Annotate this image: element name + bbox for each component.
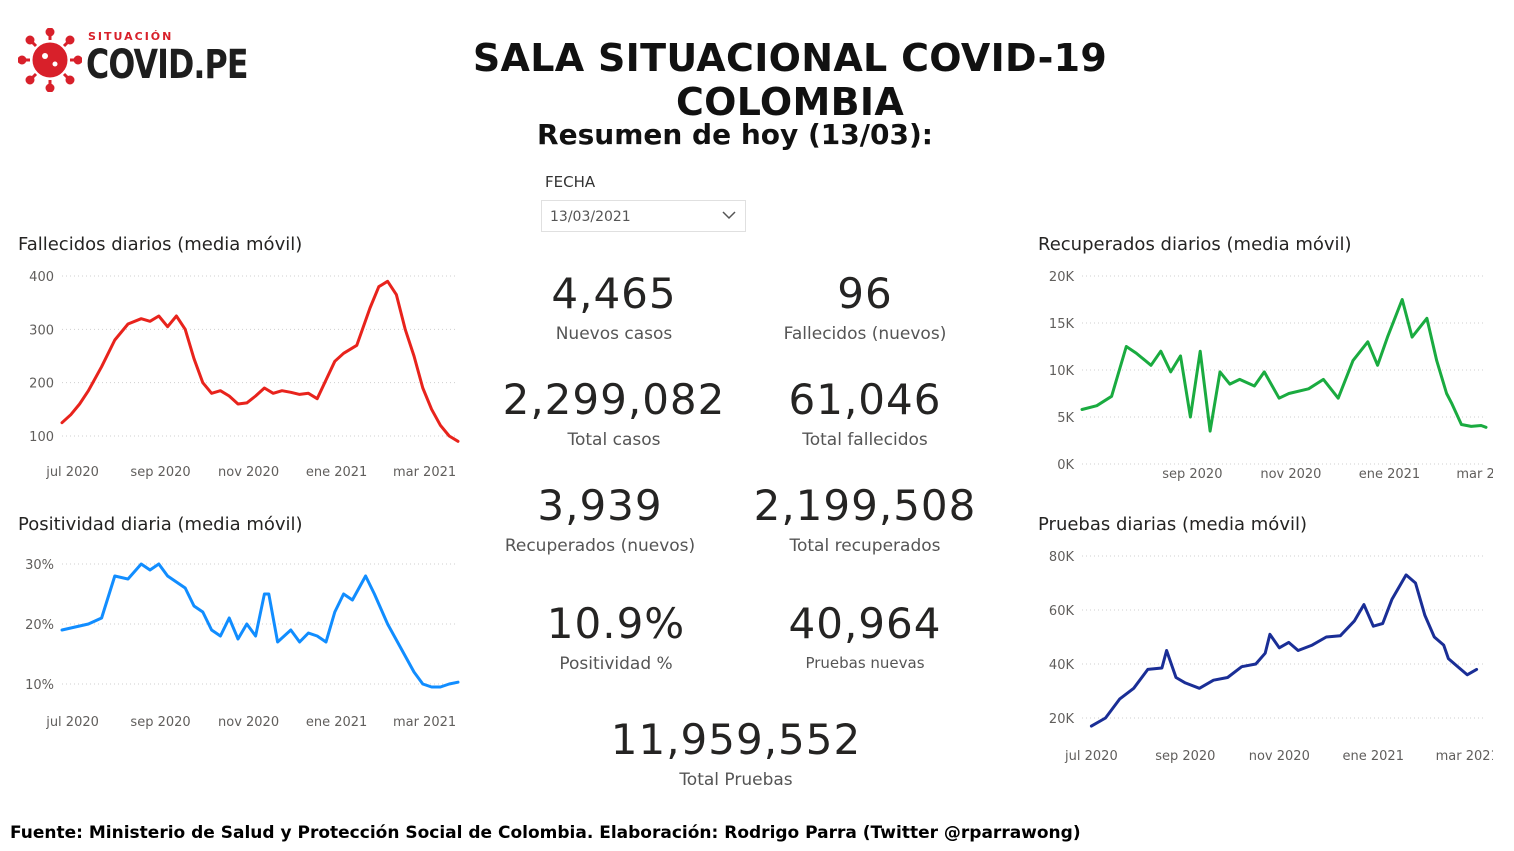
y-tick-label: 60K: [1049, 604, 1075, 619]
x-tick-label: sep 2020: [1162, 467, 1222, 482]
logo-wordmark: COVID.PE: [86, 42, 249, 88]
y-tick-label: 20%: [25, 618, 54, 633]
series-line: [60, 279, 460, 443]
chart-fallecidos[interactable]: Fallecidos diarios (media móvil) 100 200 3…: [18, 234, 468, 494]
chart-svg: 0K 5K 10K 15K 20K sep 2020 nov 2020 ene 2021 mar…: [1049, 270, 1493, 482]
kpi-value: 96: [837, 269, 893, 318]
kpi-total-fallecidos: 61,046 Total fallecidos: [735, 375, 995, 451]
x-tick-label: ene 2021: [1359, 467, 1420, 482]
x-tick-label: sep 2020: [1155, 749, 1215, 764]
series-line: [1089, 573, 1479, 728]
x-tick-label: ene 2021: [306, 715, 367, 730]
chart-title: Recuperados diarios (media móvil): [1038, 234, 1352, 255]
y-tick-label: 15K: [1049, 317, 1075, 332]
kpi-fallecidos-nuevos: 96 Fallecidos (nuevos): [735, 269, 995, 345]
y-tick-label: 0K: [1057, 458, 1074, 473]
kpi-total-recuperados: 2,199,508 Total recuperados: [735, 481, 995, 557]
kpi-label: Nuevos casos: [555, 324, 673, 344]
y-tick-label: 20K: [1049, 270, 1075, 285]
kpi-value: 2,299,082: [502, 375, 726, 424]
y-tick-label: 400: [29, 270, 54, 285]
chart-svg: 10% 20% 30% jul 2020 sep 2020 nov 2020 ene 202…: [25, 558, 460, 730]
x-tick-label: jul 2020: [45, 715, 99, 730]
x-tick-label: mar 2021: [1436, 749, 1493, 764]
chevron-down-icon: [722, 211, 736, 220]
kpi-label: Total fallecidos: [802, 430, 928, 450]
x-tick-label: nov 2020: [1260, 467, 1321, 482]
kpi-label: Fallecidos (nuevos): [783, 324, 947, 344]
y-tick-label: 300: [29, 323, 54, 338]
kpi-label: Total recuperados: [789, 536, 941, 556]
kpi-value: 11,959,552: [610, 715, 862, 764]
y-tick-label: 10%: [25, 678, 54, 693]
y-tick-label: 30%: [25, 558, 54, 573]
kpi-total-casos: 2,299,082 Total casos: [484, 375, 744, 451]
kpi-value: 3,939: [537, 481, 663, 530]
y-tick-label: 10K: [1049, 364, 1075, 379]
kpi-positividad: 10.9% Positividad %: [486, 599, 746, 675]
chart-pruebas[interactable]: Pruebas diarias (media móvil) 20K 40K 60K 8…: [1038, 514, 1493, 774]
chart-svg: 20K 40K 60K 80K jul 2020 sep 2020 nov 2020 ene …: [1049, 550, 1493, 764]
kpi-label: Pruebas nuevas: [805, 654, 925, 672]
kpi-recuperados-nuevos: 3,939 Recuperados (nuevos): [470, 481, 730, 557]
summary-heading: Resumen de hoy (13/03):: [537, 118, 933, 151]
y-tick-label: 200: [29, 377, 54, 392]
y-tick-label: 40K: [1049, 658, 1075, 673]
logo-subtitle: SITUACIÓN: [88, 30, 174, 43]
page-title: SALA SITUACIONAL COVID-19 COLOMBIA: [472, 36, 1108, 124]
kpi-value: 10.9%: [546, 599, 686, 648]
kpi-pruebas-nuevas: 40,964 Pruebas nuevas: [735, 599, 995, 673]
x-tick-label: nov 2020: [218, 465, 279, 480]
x-tick-label: jul 2020: [1064, 749, 1118, 764]
kpi-label: Total casos: [567, 430, 661, 450]
x-tick-label: jul 2020: [45, 465, 99, 480]
kpi-value: 40,964: [788, 599, 942, 648]
y-tick-label: 100: [29, 430, 54, 445]
chart-positividad[interactable]: Positividad diaria (media móvil) 10% 20% 3…: [18, 514, 478, 764]
date-slicer-label: FECHA: [545, 173, 596, 191]
chart-svg: 100 200 300 400 jul 2020 sep 2020 nov 2020 ene …: [29, 270, 460, 480]
series-line: [1080, 298, 1488, 433]
series-line: [60, 562, 460, 689]
x-tick-label: mar 2021: [393, 715, 456, 730]
x-tick-label: sep 2020: [130, 465, 190, 480]
covid-pe-logo: SITUACIÓN COVID.PE: [18, 24, 249, 100]
x-tick-label: ene 2021: [1343, 749, 1404, 764]
kpi-nuevos-casos: 4,465 Nuevos casos: [484, 269, 744, 345]
virus-icon: [18, 28, 82, 92]
x-tick-label: sep 2020: [130, 715, 190, 730]
y-tick-label: 5K: [1057, 411, 1074, 426]
kpi-label: Total Pruebas: [679, 770, 793, 790]
kpi-label: Positividad %: [559, 654, 673, 674]
kpi-total-pruebas: 11,959,552 Total Pruebas: [606, 715, 866, 791]
x-tick-label: nov 2020: [1249, 749, 1310, 764]
chart-title: Positividad diaria (media móvil): [18, 514, 303, 535]
y-tick-label: 20K: [1049, 712, 1075, 727]
x-tick-label: ene 2021: [306, 465, 367, 480]
footer-source: Fuente: Ministerio de Salud y Protección…: [10, 823, 1081, 843]
x-tick-label: nov 2020: [218, 715, 279, 730]
chart-title: Pruebas diarias (media móvil): [1038, 514, 1307, 535]
x-tick-label: mar 2021: [1456, 467, 1493, 482]
kpi-value: 61,046: [788, 375, 942, 424]
date-slicer-value: 13/03/2021: [550, 209, 631, 225]
y-tick-label: 80K: [1049, 550, 1075, 565]
chart-recuperados[interactable]: Recuperados diarios (media móvil) 0K 5K 10…: [1038, 234, 1493, 494]
x-tick-label: mar 2021: [393, 465, 456, 480]
kpi-label: Recuperados (nuevos): [504, 536, 696, 556]
kpi-value: 2,199,508: [753, 481, 977, 530]
date-slicer-dropdown[interactable]: 13/03/2021: [541, 200, 746, 232]
kpi-value: 4,465: [551, 269, 677, 318]
chart-title: Fallecidos diarios (media móvil): [18, 234, 303, 255]
